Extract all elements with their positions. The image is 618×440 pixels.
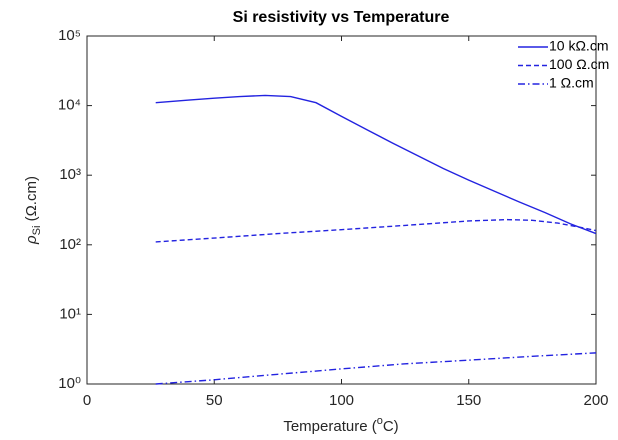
series-line [155,352,597,385]
y-label-symbol: ρ [23,235,40,245]
plot-frame [86,35,597,385]
y-tick-label: 10⁵ [58,27,81,44]
legend-label: 10 kΩ.cm [549,38,608,54]
legend-label: 1 Ω.cm [549,75,594,91]
y-tick-label: 10⁴ [58,97,81,114]
x-label-text: Temperature ( [283,418,376,435]
x-tick-label: 150 [456,392,481,409]
y-axis-label: ρSi (Ω.cm) [23,176,43,245]
series-line [155,218,597,243]
y-tick-label: 10² [59,236,81,253]
x-axis-label: Temperature (oC) [283,415,398,435]
x-tick-label: 50 [206,392,223,409]
x-label-sup: o [377,415,383,427]
chart-title: Si resistivity vs Temperature [233,9,450,26]
y-label-unit: (Ω.cm) [23,176,40,226]
y-label-sub: Si [31,226,43,236]
x-label-suffix: C) [383,418,399,435]
x-tick-label: 100 [329,392,354,409]
y-tick-label: 10¹ [59,305,81,322]
y-tick-label: 10⁰ [58,375,81,392]
x-tick-label: 0 [83,392,91,409]
legend-label: 100 Ω.cm [549,56,609,72]
y-tick-label: 10³ [59,166,81,183]
series-line [155,94,597,235]
x-tick-label: 200 [583,392,608,409]
